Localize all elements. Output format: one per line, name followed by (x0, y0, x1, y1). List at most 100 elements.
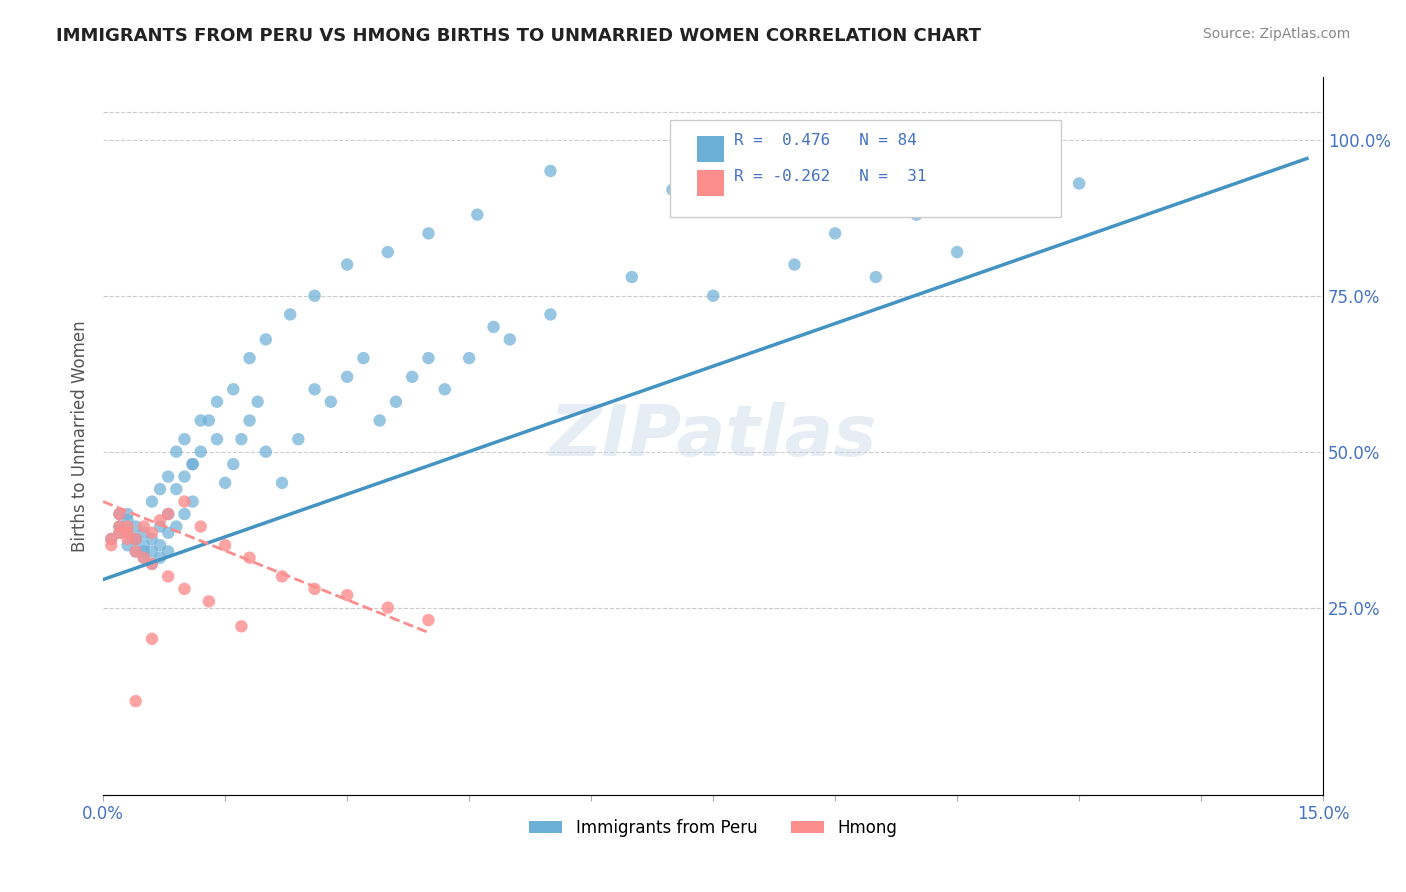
Point (499, 332, 522, 346)
Point (124, 544, 146, 558)
Point (117, 513, 139, 527)
Point (238, 550, 260, 565)
Point (254, 444, 277, 458)
Point (254, 332, 277, 346)
Point (336, 588, 359, 602)
Text: ZIPatlas: ZIPatlas (550, 401, 877, 471)
Point (132, 538, 155, 552)
Point (271, 475, 294, 490)
Point (987, 195, 1010, 210)
Point (319, 394, 342, 409)
Point (222, 457, 245, 471)
Point (304, 382, 326, 396)
Point (149, 482, 172, 496)
Point (278, 308, 301, 322)
Point (418, 351, 440, 365)
Point (482, 320, 505, 334)
Point (149, 538, 172, 552)
Point (661, 183, 683, 197)
Point (173, 469, 195, 483)
Point (1069, 177, 1091, 191)
Point (141, 632, 163, 646)
Point (157, 507, 180, 521)
Point (368, 413, 391, 427)
Point (401, 369, 423, 384)
FancyBboxPatch shape (697, 170, 724, 195)
Point (117, 532, 139, 546)
Legend: Immigrants from Peru, Hmong: Immigrants from Peru, Hmong (523, 813, 904, 844)
Point (418, 613, 440, 627)
Point (173, 507, 195, 521)
Text: R = -0.262   N =  31: R = -0.262 N = 31 (734, 169, 927, 184)
Point (465, 208, 488, 222)
Point (418, 227, 440, 241)
Point (157, 469, 180, 483)
Point (205, 394, 228, 409)
Point (304, 289, 326, 303)
Point (620, 270, 643, 285)
Point (141, 494, 163, 508)
Point (117, 507, 139, 521)
Point (108, 507, 131, 521)
Point (141, 532, 163, 546)
Point (141, 544, 163, 558)
Point (108, 507, 131, 521)
Point (117, 525, 139, 540)
Point (205, 432, 228, 446)
Point (865, 270, 887, 285)
Point (124, 544, 146, 558)
Point (702, 289, 724, 303)
Point (100, 532, 122, 546)
Point (108, 519, 131, 533)
Point (157, 569, 180, 583)
Point (157, 525, 180, 540)
Point (181, 457, 204, 471)
Point (141, 557, 163, 571)
Point (149, 519, 172, 533)
Point (946, 245, 969, 260)
Point (304, 582, 326, 596)
Point (458, 351, 481, 365)
Point (173, 494, 195, 508)
Point (149, 550, 172, 565)
Point (905, 208, 928, 222)
Point (132, 519, 155, 533)
Point (141, 557, 163, 571)
Point (190, 444, 212, 458)
Point (222, 382, 245, 396)
Point (132, 550, 155, 565)
Point (377, 600, 399, 615)
Point (198, 594, 221, 608)
Point (238, 351, 260, 365)
Point (824, 227, 846, 241)
Point (173, 432, 195, 446)
Point (231, 432, 253, 446)
Point (540, 308, 562, 322)
Point (117, 519, 139, 533)
Point (271, 569, 294, 583)
Point (124, 532, 146, 546)
Point (190, 519, 212, 533)
Point (352, 351, 374, 365)
FancyBboxPatch shape (697, 136, 724, 162)
Point (238, 413, 260, 427)
FancyBboxPatch shape (671, 120, 1062, 218)
Text: Source: ZipAtlas.com: Source: ZipAtlas.com (1202, 27, 1350, 41)
Point (108, 525, 131, 540)
Point (165, 444, 187, 458)
Point (124, 532, 146, 546)
Point (100, 538, 122, 552)
Point (124, 694, 146, 708)
Point (132, 550, 155, 565)
Point (173, 582, 195, 596)
Point (190, 413, 212, 427)
Point (124, 532, 146, 546)
Point (198, 413, 221, 427)
Point (231, 619, 253, 633)
Point (246, 394, 269, 409)
Point (742, 164, 765, 178)
Point (108, 519, 131, 533)
Point (165, 519, 187, 533)
Point (165, 482, 187, 496)
Point (181, 457, 204, 471)
